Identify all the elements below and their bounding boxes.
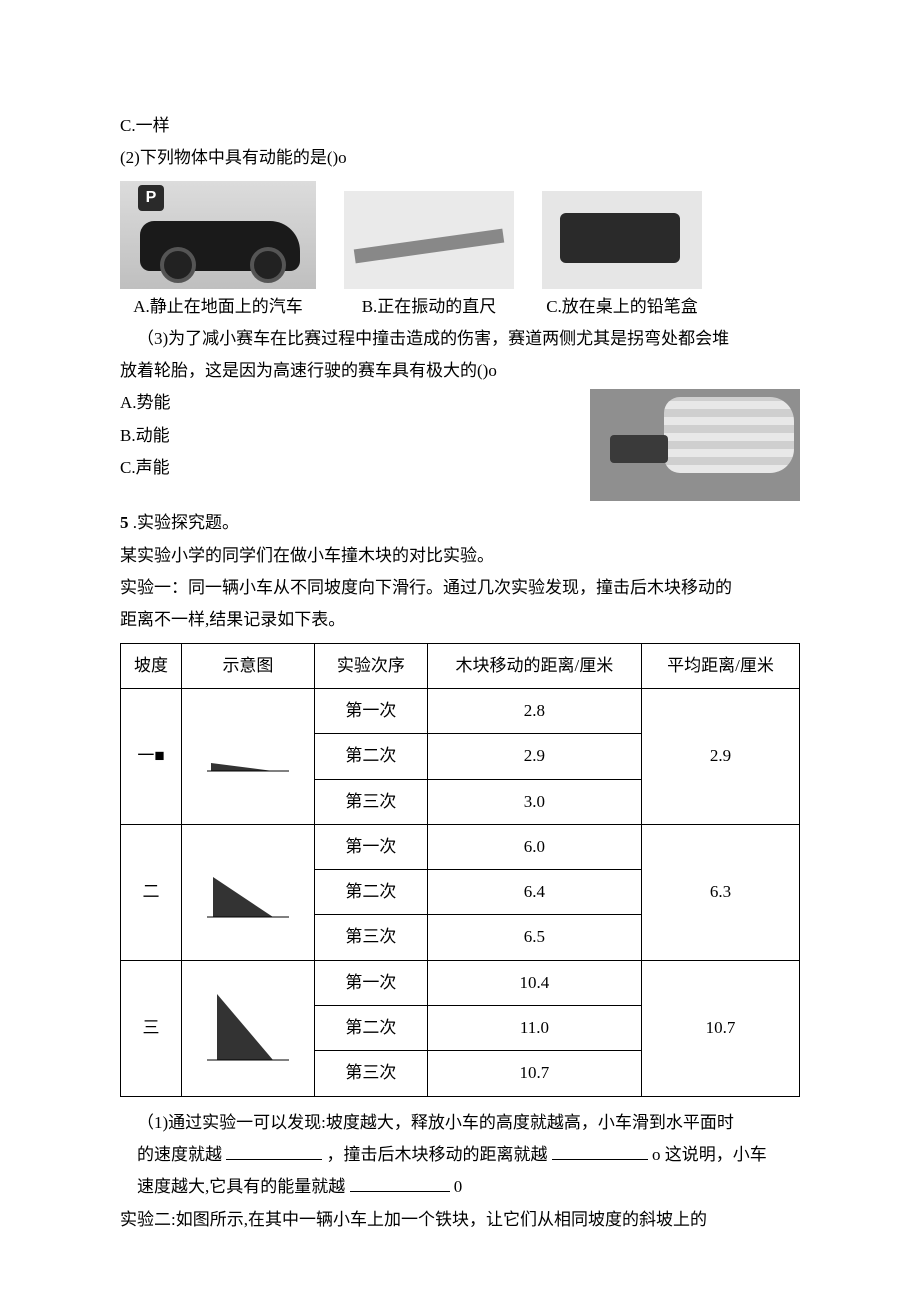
trial-cell: 第二次 [314, 870, 427, 915]
blank-2[interactable] [552, 1142, 648, 1160]
exp1-line2: 距离不一样,结果记录如下表。 [120, 604, 800, 636]
dist-cell: 2.9 [427, 734, 641, 779]
th-diagram: 示意图 [181, 643, 314, 688]
q5-title: .实验探究题。 [129, 513, 240, 532]
q2-img-c-wrap [542, 191, 702, 289]
exp2-line1: 实验二:如图所示,在其中一辆小车上加一个铁块，让它们从相同坡度的斜坡上的 [120, 1204, 800, 1236]
exp1-q-l3-pre: 速度越大,它具有的能量就越 [137, 1177, 350, 1196]
exp1-q-l2-mid: ，撞击后木块移动的距离就越 [327, 1145, 552, 1164]
th-trial: 实验次序 [314, 643, 427, 688]
slope-cell-1: 一■ [121, 688, 182, 824]
table-header-row: 坡度 示意图 实验次序 木块移动的距离/厘米 平均距离/厘米 [121, 643, 800, 688]
q2-captions: A.静止在地面上的汽车 B.正在振动的直尺 C.放在桌上的铅笔盒 [120, 291, 800, 323]
diagram-cell-3 [181, 960, 314, 1096]
parking-sign-icon: P [138, 185, 164, 211]
dist-cell: 10.4 [427, 960, 641, 1005]
trial-cell: 第三次 [314, 779, 427, 824]
table-row: 三 第一次 10.4 10.7 [121, 960, 800, 1005]
dist-cell: 6.4 [427, 870, 641, 915]
exp1-q-l3-post: 0 [454, 1177, 463, 1196]
q5-number: 5 [120, 513, 129, 532]
trial-cell: 第一次 [314, 824, 427, 869]
q2-caption-a: A.静止在地面上的汽车 [120, 291, 316, 323]
exp1-q-l3: 速度越大,它具有的能量就越 0 [120, 1171, 800, 1203]
trial-cell: 第一次 [314, 960, 427, 1005]
trial-cell: 第二次 [314, 1006, 427, 1051]
q5-intro: 某实验小学的同学们在做小车撞木块的对比实验。 [120, 540, 800, 572]
slope-cell-2: 二 [121, 824, 182, 960]
q3-stem-line1: （3)为了减小赛车在比赛过程中撞击造成的伤害，赛道两侧尤其是拐弯处都会堆 [120, 323, 800, 355]
slope-icon-low [203, 733, 293, 779]
th-dist: 木块移动的距离/厘米 [427, 643, 641, 688]
racecar-tire-image [590, 389, 800, 501]
trial-cell: 第三次 [314, 915, 427, 960]
q2-caption-b: B.正在振动的直尺 [344, 291, 514, 323]
exp1-q-l2: 的速度就越 ，撞击后木块移动的距离就越 o 这说明，小车 [120, 1139, 800, 1171]
q2-img-b-wrap [344, 191, 514, 289]
q5-heading: 5 .实验探究题。 [120, 507, 800, 539]
avg-cell-1: 2.9 [642, 688, 800, 824]
dist-cell: 10.7 [427, 1051, 641, 1096]
diagram-cell-1 [181, 688, 314, 824]
dist-cell: 6.0 [427, 824, 641, 869]
q2-stem: (2)下列物体中具有动能的是()o [120, 142, 800, 174]
th-avg: 平均距离/厘米 [642, 643, 800, 688]
diagram-cell-2 [181, 824, 314, 960]
dist-cell: 11.0 [427, 1006, 641, 1051]
dist-cell: 3.0 [427, 779, 641, 824]
exp1-q-l1: （1)通过实验一可以发现:坡度越大，释放小车的高度就越高，小车滑到水平面时 [120, 1107, 800, 1139]
blank-3[interactable] [350, 1174, 450, 1192]
exp1-q-l2-post: o 这说明，小车 [652, 1145, 767, 1164]
trial-cell: 第二次 [314, 734, 427, 779]
table-row: 一■ 第一次 2.8 2.9 [121, 688, 800, 733]
slope-cell-3: 三 [121, 960, 182, 1096]
trial-cell: 第三次 [314, 1051, 427, 1096]
car-image: P [120, 181, 316, 289]
dist-cell: 2.8 [427, 688, 641, 733]
avg-cell-2: 6.3 [642, 824, 800, 960]
avg-cell-3: 10.7 [642, 960, 800, 1096]
exp1-q-l2-pre: 的速度就越 [137, 1145, 226, 1164]
exp1-line1: 实验一：同一辆小车从不同坡度向下滑行。通过几次实验发现，撞击后木块移动的 [120, 572, 800, 604]
trial-cell: 第一次 [314, 688, 427, 733]
q1-option-c: C.一样 [120, 110, 800, 142]
q2-image-row: P [120, 181, 800, 289]
slope-icon-mid [203, 859, 293, 925]
q3-stem-line2: 放着轮胎，这是因为高速行驶的赛车具有极大的()o [120, 355, 800, 387]
q2-img-a-wrap: P [120, 181, 316, 289]
table-row: 二 第一次 6.0 6.3 [121, 824, 800, 869]
dist-cell: 6.5 [427, 915, 641, 960]
ruler-image [344, 191, 514, 289]
slope-icon-high [203, 988, 293, 1068]
blank-1[interactable] [226, 1142, 322, 1160]
th-slope: 坡度 [121, 643, 182, 688]
pencil-box-image [542, 191, 702, 289]
q2-caption-c: C.放在桌上的铅笔盒 [542, 291, 702, 323]
experiment-table: 坡度 示意图 实验次序 木块移动的距离/厘米 平均距离/厘米 一■ 第一次 2.… [120, 643, 800, 1097]
